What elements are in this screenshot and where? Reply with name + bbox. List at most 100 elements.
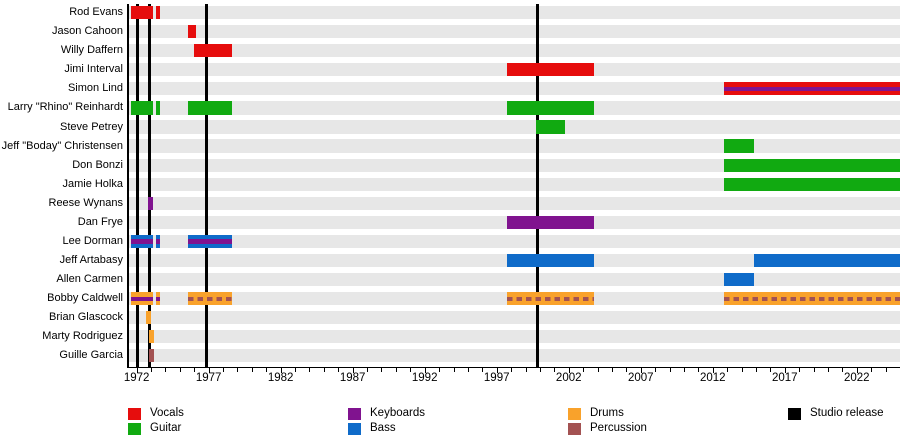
timeline-bar: [724, 292, 900, 306]
axis-tick: [295, 368, 297, 372]
axis-tick-label: 2007: [627, 372, 654, 384]
timeline-bar: [131, 234, 154, 249]
axis-tick: [741, 368, 743, 372]
timeline-bar: [188, 101, 232, 115]
axis-tick: [352, 368, 354, 373]
timeline-bar: [131, 101, 154, 115]
row-band: [128, 139, 900, 153]
axis-tick: [223, 368, 225, 372]
axis-tick: [424, 368, 426, 373]
axis-tick: [496, 368, 498, 373]
timeline-bar: [188, 25, 196, 39]
axis-tick: [323, 368, 325, 372]
studio-release-line: [535, 4, 539, 368]
timeline-bar: [506, 63, 595, 77]
axis-tick: [856, 368, 858, 373]
member-label: Marty Rodriguez: [42, 330, 123, 343]
axis-tick: [727, 368, 729, 372]
member-label: Bobby Caldwell: [47, 292, 123, 305]
axis-tick: [511, 368, 513, 372]
timeline-bar: [506, 101, 595, 115]
role-stripe: [724, 86, 900, 91]
axis-tick: [813, 368, 815, 372]
axis-tick-label: 1977: [195, 372, 222, 384]
row-band: [128, 82, 900, 96]
row-band: [128, 234, 900, 249]
timeline-bar: [155, 292, 161, 306]
axis-tick: [755, 368, 757, 372]
axis-tick: [554, 368, 556, 372]
axis-tick: [208, 368, 210, 373]
axis-tick: [698, 368, 700, 372]
member-label: Jeff "Boday" Christensen: [1, 139, 123, 152]
timeline-bar: [506, 292, 595, 306]
axis-tick-label: 1987: [339, 372, 366, 384]
studio-release-line: [135, 4, 139, 368]
timeline-bar: [535, 120, 565, 134]
timeline-bar: [131, 292, 154, 306]
axis-tick: [827, 368, 829, 372]
timeline-bar: [149, 349, 155, 363]
row-band: [128, 6, 900, 20]
timeline-bar: [506, 253, 595, 268]
member-label: Jimi Interval: [64, 63, 123, 76]
axis-tick: [539, 368, 541, 372]
timeline-bar: [155, 101, 161, 115]
legend-label: Studio release: [810, 406, 884, 419]
row-band: [128, 25, 900, 39]
legend-swatch-guitar: [128, 422, 141, 435]
timeline-bar: [506, 215, 595, 229]
row-band: [128, 272, 900, 287]
axis-tick-label: 1992: [411, 372, 438, 384]
member-label: Willy Daffern: [60, 44, 123, 57]
row-band: [128, 349, 900, 363]
axis-tick: [568, 368, 570, 373]
axis-tick-label: 1982: [267, 372, 294, 384]
axis-tick-label: 2022: [843, 372, 870, 384]
axis-tick: [655, 368, 657, 372]
member-label: Jason Cahoon: [52, 25, 123, 38]
timeline-bar: [131, 6, 154, 20]
axis-tick: [338, 368, 340, 372]
axis-tick-label: 1972: [123, 372, 150, 384]
axis-tick: [871, 368, 873, 372]
role-stripe: [155, 296, 161, 301]
legend-swatch-vocals: [128, 407, 141, 420]
member-label: Allen Carmen: [56, 273, 123, 286]
row-band: [128, 158, 900, 172]
axis-tick: [179, 368, 181, 372]
axis-tick: [367, 368, 369, 372]
x-axis-line: [127, 366, 900, 368]
legend-label: Guitar: [150, 421, 182, 434]
row-band: [128, 196, 900, 210]
timeline-bar: [188, 292, 232, 306]
axis-tick: [784, 368, 786, 373]
member-label: Rod Evans: [69, 6, 123, 19]
timeline-bar: [194, 44, 232, 58]
axis-tick: [885, 368, 887, 372]
axis-tick: [194, 368, 196, 372]
axis-tick-label: 1997: [483, 372, 510, 384]
legend-swatch-studio_release: [788, 407, 801, 420]
axis-tick: [712, 368, 714, 373]
legend-label: Percussion: [590, 421, 647, 434]
member-label: Don Bonzi: [72, 158, 123, 171]
timeline-bar: [155, 6, 161, 20]
timeline-bar: [146, 311, 151, 325]
timeline-bar: [724, 177, 900, 191]
axis-tick-label: 2012: [699, 372, 726, 384]
row-band: [128, 330, 900, 344]
timeline-bar: [148, 196, 153, 210]
axis-tick: [611, 368, 613, 372]
row-band: [128, 44, 900, 58]
member-label: Larry "Rhino" Reinhardt: [7, 101, 123, 114]
role-stripe: [724, 296, 900, 301]
timeline-bar: [724, 139, 755, 153]
timeline-bar: [155, 234, 161, 249]
role-stripe: [188, 296, 232, 301]
axis-tick: [266, 368, 268, 372]
legend-label: Vocals: [150, 406, 184, 419]
role-stripe: [131, 239, 154, 244]
axis-tick: [395, 368, 397, 372]
